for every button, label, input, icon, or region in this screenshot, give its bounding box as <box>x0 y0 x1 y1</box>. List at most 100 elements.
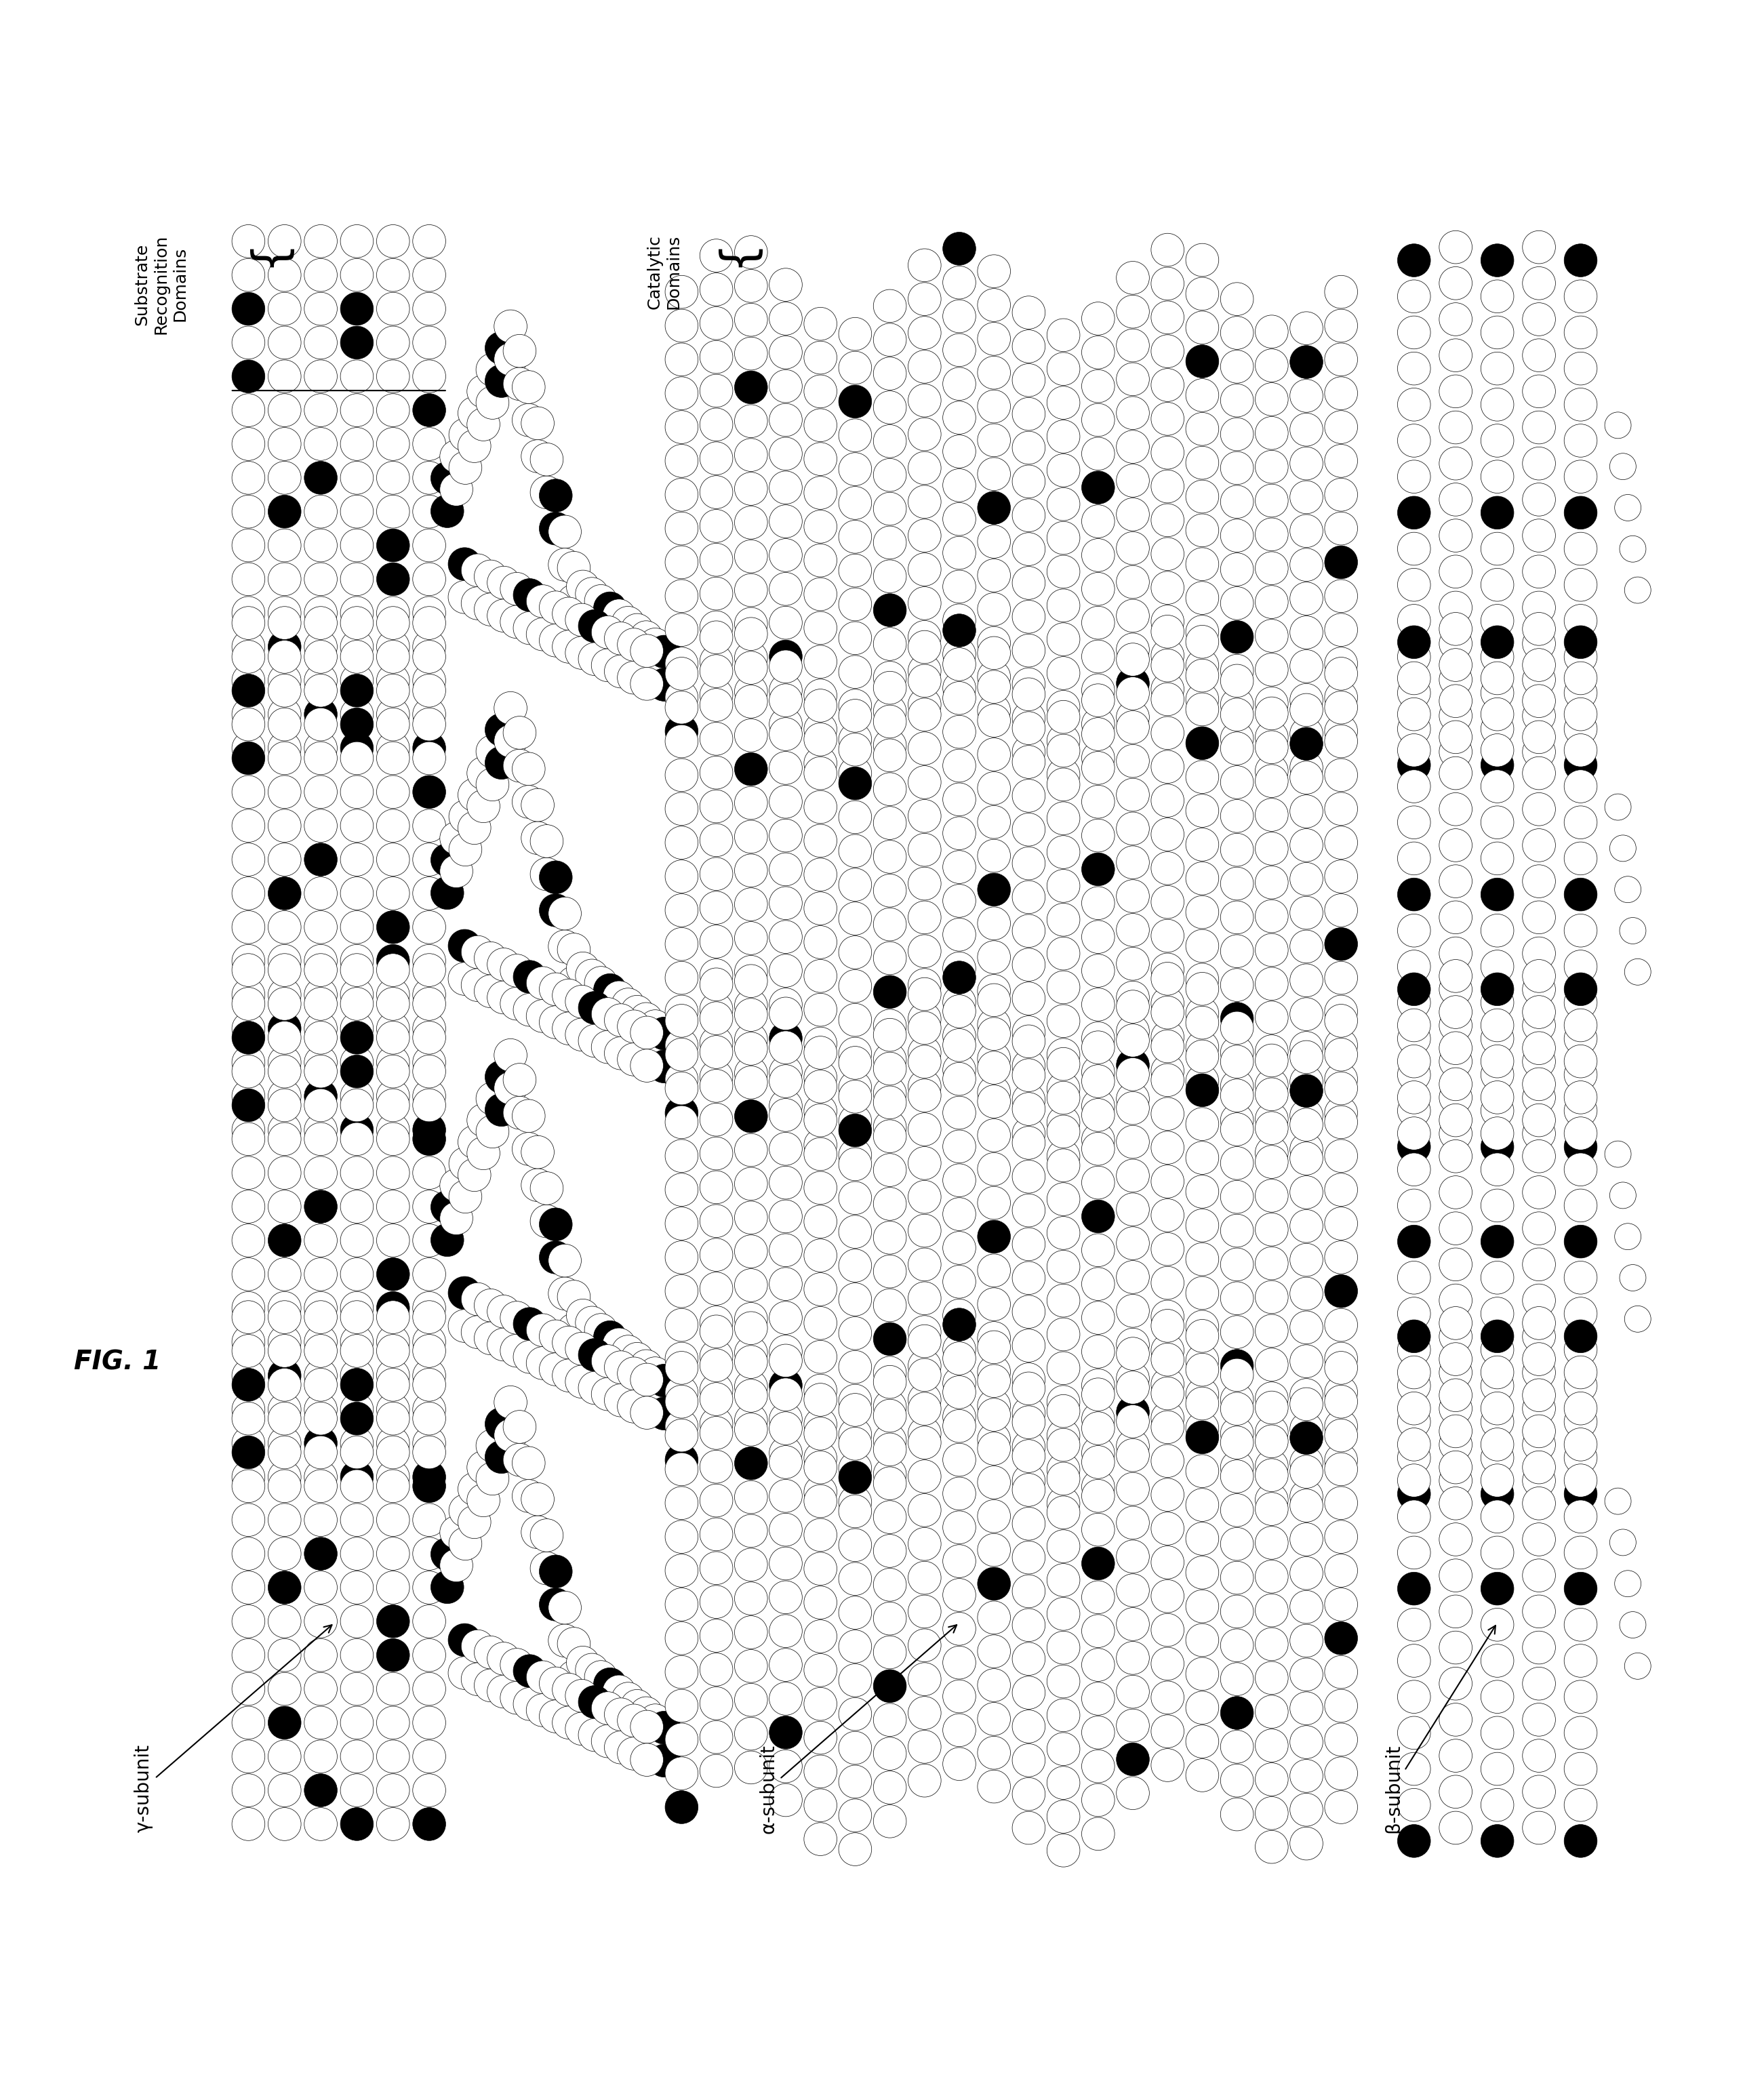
Circle shape <box>1564 1441 1597 1474</box>
Circle shape <box>1082 1649 1115 1682</box>
Circle shape <box>494 1386 527 1420</box>
Circle shape <box>1082 920 1115 953</box>
Circle shape <box>942 638 975 670</box>
Circle shape <box>1440 756 1473 790</box>
Circle shape <box>1625 1306 1651 1331</box>
Circle shape <box>304 741 337 775</box>
Circle shape <box>1324 861 1358 892</box>
Circle shape <box>503 750 536 781</box>
Circle shape <box>1324 1724 1358 1756</box>
Circle shape <box>503 1411 536 1443</box>
Circle shape <box>872 1432 906 1466</box>
Circle shape <box>735 1615 768 1649</box>
Circle shape <box>665 1758 698 1789</box>
Circle shape <box>232 1470 265 1504</box>
Circle shape <box>1522 412 1555 443</box>
Circle shape <box>1290 830 1323 861</box>
Circle shape <box>700 374 733 407</box>
Circle shape <box>548 514 581 548</box>
Circle shape <box>1482 913 1515 947</box>
Circle shape <box>414 1012 445 1046</box>
Circle shape <box>1255 1136 1288 1170</box>
Circle shape <box>548 1243 581 1277</box>
Circle shape <box>977 424 1010 456</box>
Circle shape <box>304 1258 337 1292</box>
Circle shape <box>232 1292 265 1325</box>
Circle shape <box>593 592 626 626</box>
Circle shape <box>665 580 698 613</box>
Circle shape <box>232 708 265 741</box>
Circle shape <box>1440 1046 1473 1077</box>
Circle shape <box>1290 964 1323 997</box>
Circle shape <box>1012 913 1045 947</box>
Circle shape <box>1440 720 1473 754</box>
Circle shape <box>1482 531 1515 565</box>
Circle shape <box>907 1002 941 1035</box>
Circle shape <box>304 1774 337 1806</box>
Circle shape <box>269 1157 302 1189</box>
Circle shape <box>1482 569 1515 601</box>
Circle shape <box>630 1396 663 1430</box>
Circle shape <box>1187 895 1218 928</box>
Circle shape <box>511 1480 544 1512</box>
Circle shape <box>1117 1709 1150 1743</box>
Circle shape <box>665 309 698 342</box>
Circle shape <box>1255 832 1288 865</box>
Circle shape <box>585 966 618 1000</box>
Circle shape <box>232 496 265 527</box>
Circle shape <box>1012 1058 1045 1092</box>
Circle shape <box>872 1535 906 1567</box>
Circle shape <box>700 1102 733 1136</box>
Circle shape <box>414 808 445 842</box>
Circle shape <box>1564 424 1597 458</box>
Circle shape <box>1012 1474 1045 1506</box>
Circle shape <box>942 1443 975 1476</box>
Circle shape <box>1047 1487 1080 1520</box>
Circle shape <box>578 609 611 643</box>
Circle shape <box>1290 930 1323 964</box>
Circle shape <box>872 1111 906 1144</box>
Circle shape <box>1398 1680 1431 1714</box>
Circle shape <box>735 540 768 573</box>
Circle shape <box>1290 514 1323 548</box>
Circle shape <box>639 1044 672 1075</box>
Circle shape <box>1290 1243 1323 1277</box>
Circle shape <box>1152 1512 1185 1546</box>
Circle shape <box>1398 1117 1431 1151</box>
Circle shape <box>907 1596 941 1628</box>
Circle shape <box>1398 662 1431 695</box>
Circle shape <box>839 588 872 622</box>
Circle shape <box>1220 1012 1253 1044</box>
Circle shape <box>567 1646 599 1680</box>
Circle shape <box>414 1537 445 1571</box>
Circle shape <box>907 1079 941 1113</box>
Circle shape <box>448 834 482 865</box>
Circle shape <box>1082 1302 1115 1334</box>
Circle shape <box>1082 819 1115 853</box>
Circle shape <box>804 1239 838 1273</box>
Circle shape <box>269 359 302 393</box>
Circle shape <box>539 479 572 512</box>
Circle shape <box>907 1046 941 1077</box>
Circle shape <box>770 437 803 470</box>
Circle shape <box>1117 643 1150 676</box>
Circle shape <box>872 1119 906 1153</box>
Circle shape <box>1482 712 1515 746</box>
Circle shape <box>340 292 373 325</box>
Circle shape <box>839 1384 872 1418</box>
Circle shape <box>1082 470 1115 504</box>
Circle shape <box>1564 1319 1597 1352</box>
Circle shape <box>665 1443 698 1476</box>
Circle shape <box>942 1613 975 1644</box>
Circle shape <box>476 1430 510 1462</box>
Circle shape <box>1564 1789 1597 1821</box>
Circle shape <box>639 1357 672 1390</box>
Circle shape <box>476 1462 510 1495</box>
Circle shape <box>872 773 906 806</box>
Circle shape <box>770 370 803 403</box>
Circle shape <box>1564 1609 1597 1642</box>
Circle shape <box>457 1472 490 1506</box>
Circle shape <box>377 1604 410 1638</box>
Circle shape <box>1324 613 1358 647</box>
Circle shape <box>565 1680 599 1711</box>
